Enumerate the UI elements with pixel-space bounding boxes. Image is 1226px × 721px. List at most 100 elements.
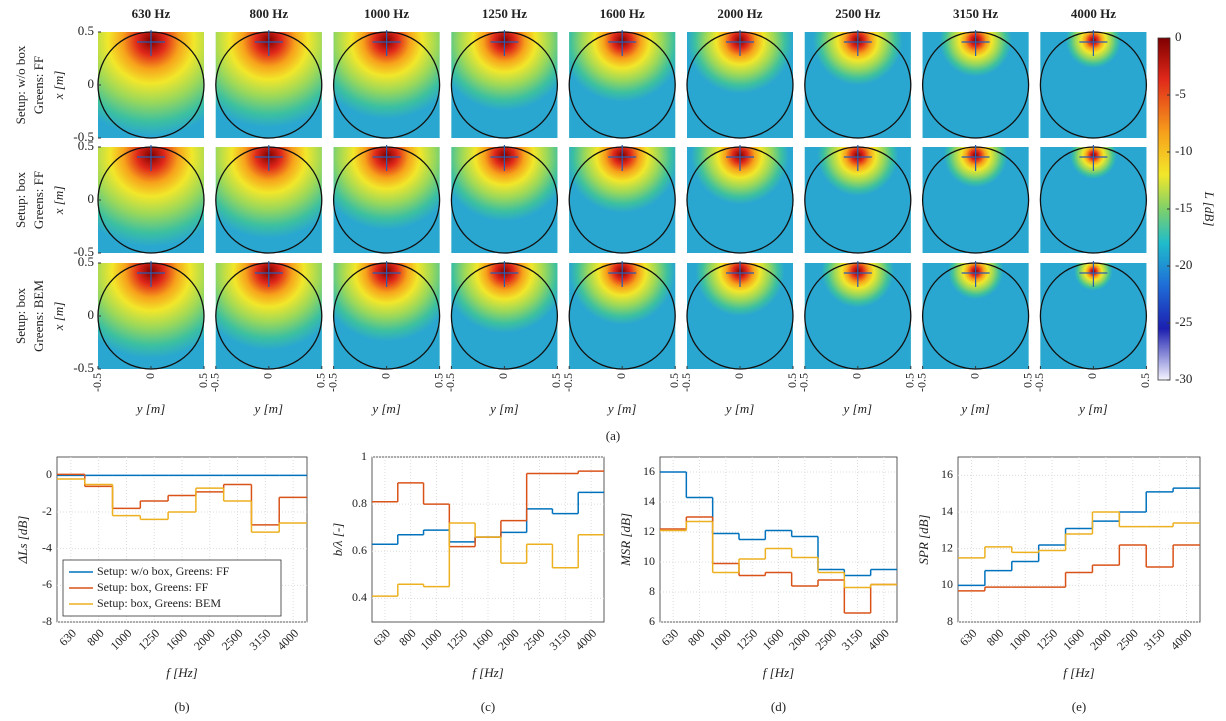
legend-label: Setup: w/o box, Greens: FF (97, 564, 230, 578)
x-tick-label: 3150 (839, 626, 866, 653)
column-label: 4000 Hz (1071, 6, 1116, 21)
x-tick-label: 1600 (1060, 626, 1087, 653)
x-tick-label: 1250 (1033, 626, 1060, 653)
y-tick-label: 0 (46, 467, 52, 481)
y-tick-label: 0.5 (78, 138, 94, 153)
x-tick-label: 4000 (572, 626, 599, 653)
y-axis-label: b/λ [-] (330, 523, 345, 556)
column-label: 800 Hz (249, 6, 288, 21)
x-axis-label: y [m] (724, 401, 755, 416)
y-tick-label: 8 (649, 584, 655, 598)
x-tick-label: -0.5 (325, 373, 339, 392)
x-tick-label: 0.5 (196, 373, 210, 388)
x-axis-label: y [m] (253, 401, 284, 416)
x-tick-label: -0.5 (797, 373, 811, 392)
x-tick-label: 2500 (219, 626, 246, 653)
legend (62, 559, 282, 617)
x-axis-label: y [m] (606, 401, 637, 416)
y-axis-label: x [m] (51, 186, 66, 216)
x-tick-label: 0.5 (549, 373, 563, 388)
y-tick-label: -0.5 (73, 244, 94, 259)
y-axis-label: x [m] (51, 71, 66, 101)
y-tick-label: 12 (941, 540, 953, 554)
x-tick-label: 1600 (469, 626, 496, 653)
y-tick-label: 10 (941, 577, 953, 591)
column-label: 2000 Hz (717, 6, 762, 21)
row-greens: Greens: FF (31, 56, 46, 114)
caption: (e) (1072, 699, 1086, 714)
caption: (d) (771, 699, 786, 714)
row-setup: Setup: w/o box (13, 45, 28, 124)
x-axis-label: f [Hz] (1063, 665, 1094, 680)
y-tick-label: -6 (42, 577, 52, 591)
x-tick-label: -0.5 (443, 373, 457, 392)
x-tick-label: 0 (1085, 373, 1099, 379)
column-label: 630 Hz (132, 6, 171, 21)
x-tick-label: 4000 (274, 626, 301, 653)
caption: (a) (606, 428, 620, 443)
colorbar-tick-label: -30 (1175, 371, 1192, 386)
y-tick-label: 0.5 (78, 23, 94, 38)
x-tick-label: 0.5 (314, 373, 328, 388)
x-tick-label: 0.5 (785, 373, 799, 388)
y-tick-label: 6 (649, 614, 655, 628)
colorbar-tick-label: -20 (1175, 257, 1192, 272)
x-tick-label: 800 (396, 626, 419, 649)
y-axis-label: SPR [dB] (916, 514, 931, 564)
x-axis-label: y [m] (842, 401, 873, 416)
x-tick-label: 0.5 (903, 373, 917, 388)
x-tick-label: 2500 (521, 626, 548, 653)
x-tick-label: 0 (496, 373, 510, 379)
y-tick-label: 0.6 (352, 543, 367, 557)
x-tick-label: 1250 (443, 626, 470, 653)
x-tick-label: 1250 (135, 626, 162, 653)
x-tick-label: -0.5 (90, 373, 104, 392)
y-tick-label: 14 (941, 504, 953, 518)
x-tick-label: 0 (614, 373, 628, 379)
x-tick-label: 0.5 (1020, 373, 1034, 388)
row-greens: Greens: FF (31, 171, 46, 229)
x-tick-label: -0.5 (561, 373, 575, 392)
x-axis-label: y [m] (370, 401, 401, 416)
x-tick-label: 0 (378, 373, 392, 379)
x-tick-label: 2000 (786, 626, 813, 653)
x-tick-label: 630 (659, 626, 682, 649)
x-tick-label: 630 (370, 626, 393, 649)
x-tick-label: -0.5 (208, 373, 222, 392)
x-tick-label: 1600 (163, 626, 190, 653)
x-tick-label: 0.5 (1138, 373, 1152, 388)
legend-label: Setup: box, Greens: BEM (97, 596, 221, 610)
colorbar-tick-label: -5 (1175, 86, 1186, 101)
x-tick-label: 0 (261, 373, 275, 379)
x-tick-label: 4000 (865, 626, 892, 653)
y-tick-label: 10 (643, 554, 655, 568)
y-tick-label: 0 (88, 191, 95, 206)
y-tick-label: 0.8 (352, 496, 367, 510)
x-tick-label: 2000 (191, 626, 218, 653)
y-tick-label: 1 (361, 449, 367, 463)
row-setup: Setup: box (13, 172, 28, 228)
x-tick-label: 1250 (733, 626, 760, 653)
x-axis-label: y [m] (959, 401, 990, 416)
y-tick-label: -2 (42, 504, 52, 518)
y-tick-label: 14 (643, 494, 655, 508)
caption: (b) (174, 699, 189, 714)
y-tick-label: 16 (941, 467, 953, 481)
x-axis-label: y [m] (488, 401, 519, 416)
x-tick-label: 2000 (1087, 626, 1114, 653)
x-axis-label: f [Hz] (166, 665, 197, 680)
x-tick-label: 3150 (247, 626, 274, 653)
x-tick-label: 630 (957, 626, 980, 649)
x-axis-label: y [m] (1077, 401, 1108, 416)
column-label: 1600 Hz (600, 6, 645, 21)
y-tick-label: 0.4 (352, 590, 367, 604)
x-tick-label: 800 (984, 626, 1007, 649)
y-tick-label: -4 (42, 540, 52, 554)
column-label: 1250 Hz (482, 6, 527, 21)
column-label: 1000 Hz (364, 6, 409, 21)
y-tick-label: 0 (88, 307, 95, 322)
legend-label: Setup: box, Greens: FF (97, 580, 209, 594)
colorbar-tick-label: -15 (1175, 200, 1192, 215)
colorbar-tick-label: 0 (1175, 29, 1182, 44)
